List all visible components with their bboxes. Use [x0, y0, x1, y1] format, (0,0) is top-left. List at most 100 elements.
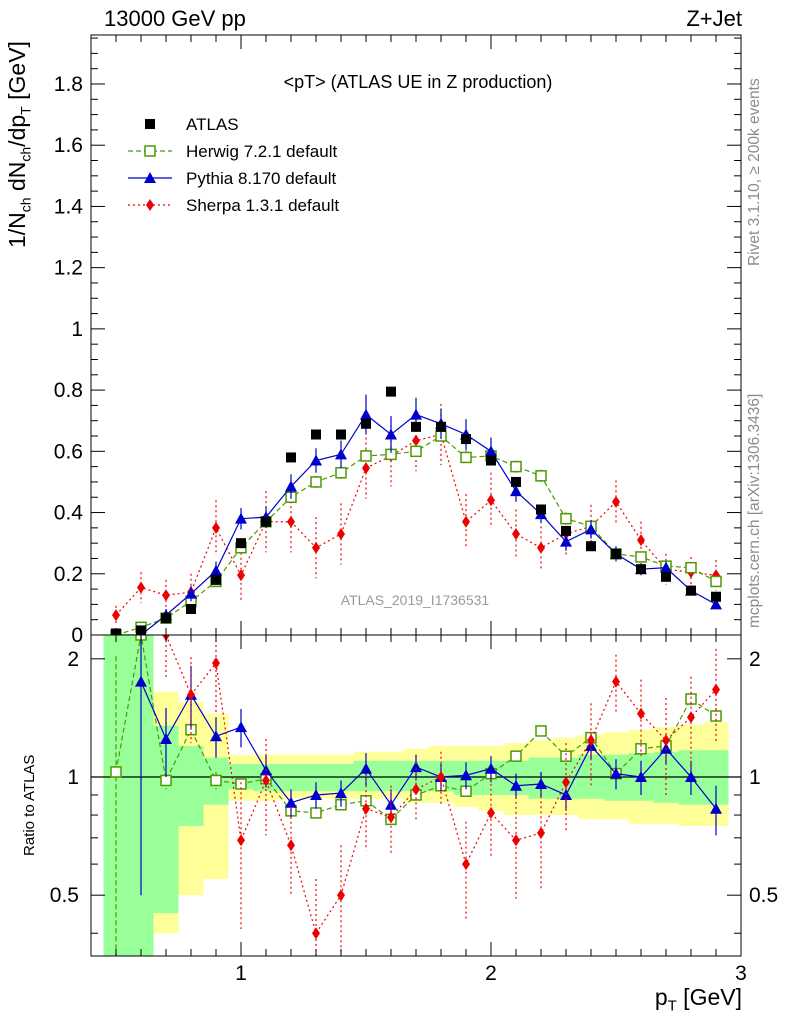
main-sherpa-point: [312, 541, 320, 554]
main-sherpa-point: [512, 527, 520, 540]
ratio-sherpa-point: [337, 889, 345, 902]
ratio-sherpa-point: [587, 734, 595, 747]
main-pythia-point: [185, 587, 197, 599]
ratio-sherpa-point: [637, 707, 645, 720]
main-y-tick-label: 0.4: [54, 502, 84, 525]
ratio-sherpa-point: [712, 683, 720, 696]
main-sherpa-point: [162, 589, 170, 602]
ratio-pythia-point: [635, 771, 647, 783]
main-atlas-point: [236, 538, 246, 549]
main-y-tick-label: 0.2: [54, 563, 83, 586]
main-atlas-point: [286, 452, 296, 463]
main-y-tick-label: 1.4: [54, 195, 84, 218]
ratio-green-band: [103, 635, 729, 956]
ratio-sherpa-point: [387, 811, 395, 824]
ratio-sherpa-point: [512, 834, 520, 847]
ratio-pythia-point: [685, 771, 697, 783]
legend-atlas-marker: [145, 119, 155, 129]
main-pythia-point: [710, 598, 722, 610]
legend-sherpa-marker: [146, 199, 154, 211]
main-y-tick-label: 1.2: [54, 257, 83, 280]
main-atlas-point: [586, 541, 596, 552]
ratio-pythia-point: [235, 721, 247, 733]
main-atlas-point: [161, 613, 171, 624]
ratio-herwig-point: [210, 774, 222, 787]
main-sherpa-point: [237, 569, 245, 582]
main-atlas-point: [511, 476, 521, 487]
legend-sherpa-label: Sherpa 1.3.1 default: [186, 196, 339, 215]
ratio-y-tick-label-right: 0.5: [749, 884, 778, 907]
main-sherpa-point: [137, 581, 145, 594]
main-pythia-point: [285, 480, 297, 492]
ratio-sherpa-point: [412, 783, 420, 796]
ratio-herwig-point: [310, 807, 322, 819]
main-atlas-point: [186, 603, 196, 614]
x-axis-label: pT [GeV]: [654, 984, 742, 1015]
main-sherpa-point: [362, 462, 370, 475]
main-y-tick-label: 1.6: [54, 134, 83, 157]
legend: ATLAS Herwig 7.2.1 default Pythia 8.170 de…: [128, 115, 339, 215]
ratio-y-axis-label: Ratio to ATLAS: [21, 754, 38, 856]
ratio-herwig-point: [635, 743, 647, 755]
ratio-pythia-point: [535, 777, 547, 789]
ratio-herwig-point: [510, 750, 522, 762]
main-sherpa-point: [537, 541, 545, 554]
main-atlas-point: [411, 421, 421, 432]
main-atlas-point: [536, 504, 546, 515]
main-herwig-point: [685, 561, 697, 574]
main-pythia-point: [410, 408, 422, 420]
main-herwig-point: [335, 467, 347, 479]
ratio-pythia-point: [160, 732, 172, 744]
ratio-herwig-point: [560, 750, 572, 762]
main-pythia-point: [360, 408, 372, 420]
ratio-pythia-point: [510, 779, 522, 791]
ratio-pythia-point: [485, 762, 497, 774]
ratio-sherpa-point: [437, 771, 445, 784]
ratio-sherpa-point: [312, 927, 320, 940]
ratio-pythia-point: [310, 788, 322, 800]
ratio-sherpa-point: [687, 711, 695, 724]
main-herwig-point: [460, 451, 472, 464]
ratio-herwig-point: [535, 725, 547, 737]
ratio-pythia-point: [360, 762, 372, 774]
main-pythia-point: [335, 448, 347, 460]
plot-title: <pT> (ATLAS UE in Z production): [284, 72, 553, 92]
ratio-y-tick-label-left: 1: [67, 766, 79, 789]
ratio-pythia-point: [385, 798, 397, 810]
main-sherpa-point: [337, 527, 345, 540]
main-herwig-point: [535, 470, 547, 482]
ratio-pythia-point: [285, 796, 297, 808]
main-pythia-point: [585, 523, 597, 535]
collision-label: 13000 GeV pp: [104, 6, 246, 31]
main-sherpa-point: [462, 515, 470, 528]
analysis-watermark: ATLAS_2019_I1736531: [341, 592, 490, 608]
main-pythia-point: [235, 512, 247, 524]
legend-atlas-label: ATLAS: [186, 115, 239, 134]
main-atlas-point: [561, 525, 571, 536]
ratio-sherpa-point: [537, 827, 545, 840]
main-y-tick-label: 1.8: [54, 73, 83, 96]
ratio-sherpa-point: [237, 834, 245, 847]
main-plot-area: [110, 386, 722, 635]
main-sherpa-point: [212, 521, 220, 534]
ratio-y-tick-label-left: 2: [67, 648, 79, 671]
ratio-sherpa-point: [212, 657, 220, 670]
main-y-axis-label: 1/Nch dNch/dpT [GeV]: [4, 41, 34, 248]
ratio-sherpa-point: [662, 734, 670, 747]
ratio-pythia-point: [460, 769, 472, 781]
main-atlas-point: [611, 548, 621, 559]
ratio-y-tick-label-right: 1: [749, 766, 761, 789]
main-pythia-point: [210, 564, 222, 576]
ratio-sherpa-point: [287, 839, 295, 852]
ratio-sherpa-point: [612, 675, 620, 688]
mcplots-label: mcplots.cern.ch [arXiv:1306.3436]: [746, 393, 763, 628]
legend-pythia-label: Pythia 8.170 default: [186, 169, 337, 188]
main-herwig-point: [560, 512, 572, 525]
legend-herwig-marker: [144, 145, 156, 157]
main-pythia-point: [560, 535, 572, 547]
x-tick-label: 1: [235, 962, 247, 985]
main-atlas-point: [311, 429, 321, 440]
ratio-sherpa-point: [362, 802, 370, 815]
main-atlas-point: [211, 574, 221, 585]
main-pythia-point: [485, 445, 497, 457]
